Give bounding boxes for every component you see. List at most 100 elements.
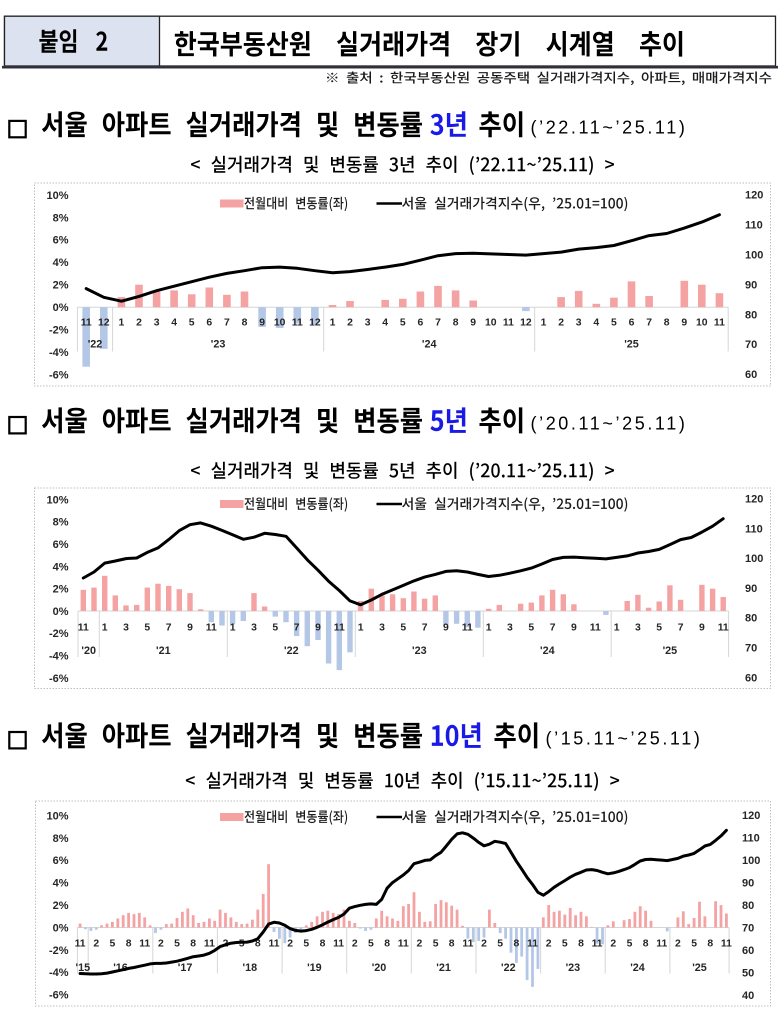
svg-text:11: 11 <box>590 623 601 634</box>
svg-text:8%: 8% <box>53 212 69 224</box>
svg-text:5: 5 <box>239 939 245 950</box>
svg-text:'22: '22 <box>88 338 103 350</box>
svg-text:70: 70 <box>745 339 757 351</box>
svg-text:11: 11 <box>462 623 473 634</box>
svg-text:5: 5 <box>497 939 503 950</box>
svg-text:-2%: -2% <box>49 325 69 337</box>
svg-text:-6%: -6% <box>49 990 69 1002</box>
svg-text:11: 11 <box>269 939 280 950</box>
svg-text:2: 2 <box>675 939 681 950</box>
svg-text:7: 7 <box>550 623 556 634</box>
svg-text:11: 11 <box>656 939 667 950</box>
svg-text:120: 120 <box>745 494 763 506</box>
svg-text:9: 9 <box>187 623 193 634</box>
svg-text:7: 7 <box>646 318 652 329</box>
svg-text:11: 11 <box>714 318 725 329</box>
svg-text:2: 2 <box>481 939 487 950</box>
svg-text:80: 80 <box>745 613 757 625</box>
svg-text:3: 3 <box>635 623 641 634</box>
svg-text:9: 9 <box>681 318 687 329</box>
svg-text:-4%: -4% <box>49 967 69 979</box>
svg-text:110: 110 <box>745 524 763 536</box>
svg-text:3: 3 <box>379 623 385 634</box>
svg-text:'23: '23 <box>211 338 226 350</box>
svg-text:12: 12 <box>98 318 110 329</box>
svg-text:3: 3 <box>251 623 257 634</box>
svg-text:5: 5 <box>368 939 374 950</box>
svg-text:8: 8 <box>578 939 584 950</box>
svg-text:'21: '21 <box>436 962 451 974</box>
svg-text:2: 2 <box>417 939 423 950</box>
svg-text:8: 8 <box>449 939 455 950</box>
svg-text:'17: '17 <box>178 962 193 974</box>
svg-text:8: 8 <box>242 318 248 329</box>
svg-text:'23: '23 <box>566 962 581 974</box>
svg-text:3: 3 <box>365 318 371 329</box>
svg-text:5: 5 <box>433 939 439 950</box>
svg-text:90: 90 <box>745 583 757 595</box>
svg-text:(’20.11~’25.11): (’20.11~’25.11) <box>531 414 688 434</box>
svg-text:1: 1 <box>486 623 492 634</box>
svg-text:2: 2 <box>558 318 564 329</box>
svg-text:8: 8 <box>126 939 132 950</box>
svg-text:'18: '18 <box>243 962 258 974</box>
svg-text:2: 2 <box>158 939 164 950</box>
svg-text:8: 8 <box>384 939 390 950</box>
svg-text:'20: '20 <box>372 962 387 974</box>
svg-text:11: 11 <box>333 939 344 950</box>
svg-text:11: 11 <box>592 939 603 950</box>
svg-text:90: 90 <box>742 878 754 890</box>
svg-text:10: 10 <box>485 318 497 329</box>
svg-text:9: 9 <box>571 623 577 634</box>
svg-text:4: 4 <box>171 318 177 329</box>
svg-text:5: 5 <box>144 623 150 634</box>
svg-text:2%: 2% <box>53 900 69 912</box>
svg-text:11: 11 <box>503 318 514 329</box>
svg-text:8: 8 <box>664 318 670 329</box>
svg-text:5: 5 <box>189 318 195 329</box>
svg-text:5: 5 <box>303 939 309 950</box>
svg-text:3: 3 <box>507 623 513 634</box>
svg-text:9: 9 <box>470 318 476 329</box>
svg-text:8: 8 <box>707 939 713 950</box>
svg-text:2: 2 <box>610 939 616 950</box>
svg-text:9: 9 <box>699 623 705 634</box>
svg-text:2%: 2% <box>53 584 69 596</box>
svg-text:5: 5 <box>400 623 406 634</box>
svg-text:100: 100 <box>745 249 763 261</box>
svg-text:11: 11 <box>78 623 89 634</box>
svg-text:7: 7 <box>166 623 172 634</box>
svg-text:10: 10 <box>696 318 708 329</box>
svg-text:11: 11 <box>398 939 409 950</box>
svg-text:80: 80 <box>742 900 754 912</box>
svg-text:7: 7 <box>294 623 300 634</box>
svg-text:5: 5 <box>691 939 697 950</box>
svg-text:6%: 6% <box>53 235 69 247</box>
svg-text:6: 6 <box>418 318 424 329</box>
svg-text:1: 1 <box>330 318 336 329</box>
svg-text:2: 2 <box>352 939 358 950</box>
svg-text:'25: '25 <box>692 962 707 974</box>
svg-text:10%: 10% <box>46 494 68 506</box>
svg-text:12: 12 <box>520 318 532 329</box>
svg-text:11: 11 <box>292 318 303 329</box>
svg-text:-4%: -4% <box>49 651 69 663</box>
svg-text:'24: '24 <box>540 645 555 657</box>
svg-text:-6%: -6% <box>49 370 69 382</box>
svg-text:8: 8 <box>453 318 459 329</box>
svg-text:70: 70 <box>745 643 757 655</box>
svg-text:100: 100 <box>742 855 760 867</box>
svg-text:9: 9 <box>443 623 449 634</box>
svg-text:110: 110 <box>745 219 763 231</box>
svg-text:2%: 2% <box>53 280 69 292</box>
svg-text:3: 3 <box>576 318 582 329</box>
svg-text:5: 5 <box>611 318 617 329</box>
svg-text:4%: 4% <box>53 257 69 269</box>
svg-text:4%: 4% <box>53 561 69 573</box>
svg-text:5: 5 <box>562 939 568 950</box>
svg-text:12: 12 <box>309 318 321 329</box>
svg-text:8%: 8% <box>53 833 69 845</box>
svg-text:11: 11 <box>462 939 473 950</box>
svg-text:9: 9 <box>259 318 265 329</box>
svg-text:6: 6 <box>206 318 212 329</box>
